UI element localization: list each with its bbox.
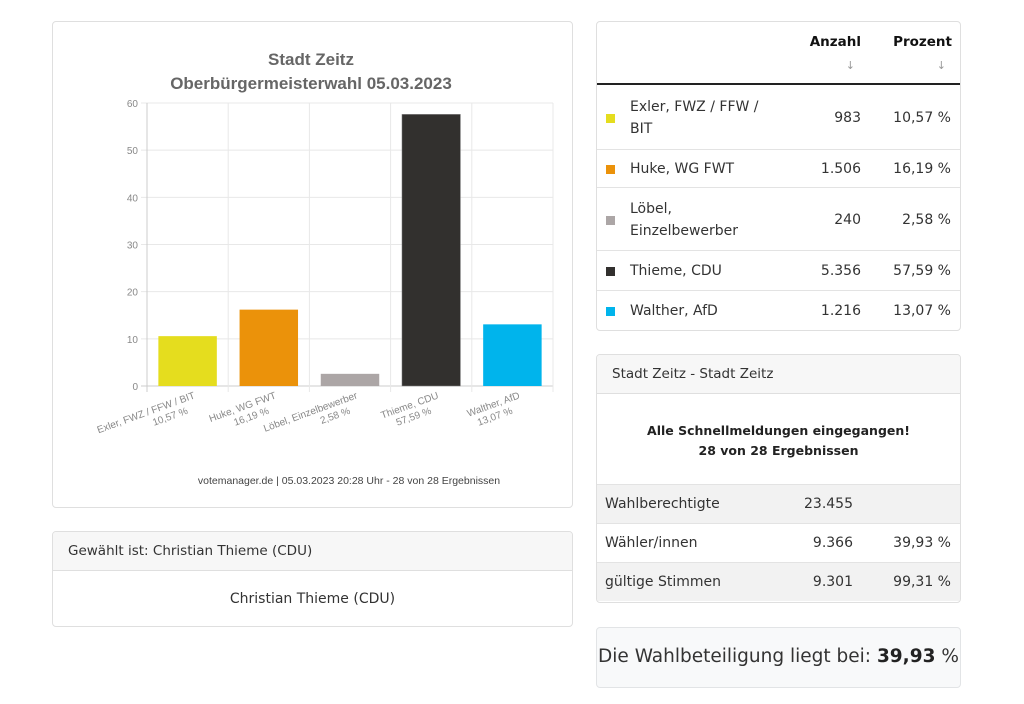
- y-tick-label: 50: [127, 146, 139, 157]
- candidate-percent: 10,57 %: [893, 109, 951, 126]
- candidate-count: 240: [834, 211, 861, 228]
- candidate-count: 983: [834, 109, 861, 126]
- candidate-count: 5.356: [820, 263, 861, 279]
- summary-percent: 99,31 %: [893, 574, 951, 590]
- candidate-count: 1.216: [820, 303, 861, 319]
- candidate-percent: 13,07 %: [893, 303, 951, 319]
- status-message: Alle Schnellmeldungen eingegangen! 28 vo…: [597, 394, 960, 484]
- summary-label: Wähler/innen: [605, 535, 698, 551]
- bar[interactable]: [320, 373, 380, 386]
- summary-row-eligible: Wahlberechtigte 23.455: [597, 484, 960, 523]
- bar[interactable]: [483, 324, 542, 386]
- status-message-line2: 28 von 28 Ergebnissen: [698, 443, 859, 458]
- color-swatch-icon: [606, 267, 615, 276]
- results-row: Huke, WG FWT 1.506 16,19 %: [597, 150, 960, 188]
- chart-card: Stadt Zeitz Oberbürgermeisterwahl 05.03.…: [52, 21, 573, 508]
- chart-footer: votemanager.de | 05.03.2023 20:28 Uhr - …: [198, 475, 500, 487]
- y-tick-label: 0: [132, 382, 138, 393]
- results-row: Löbel, Einzelbewerber 240 2,58 %: [597, 188, 960, 251]
- results-row: Walther, AfD 1.216 13,07 %: [597, 291, 960, 330]
- summary-row-voters: Wähler/innen 9.366 39,93 %: [597, 523, 960, 562]
- candidate-name: Exler, FWZ / FFW / BIT: [630, 98, 759, 137]
- candidate-name: Löbel, Einzelbewerber: [630, 200, 739, 239]
- candidate-name: Walther, AfD: [630, 303, 718, 319]
- color-swatch-icon: [606, 113, 615, 123]
- turnout-value: 39,93: [876, 646, 936, 667]
- column-header-count[interactable]: Anzahl: [809, 34, 861, 50]
- results-row: Thieme, CDU 5.356 57,59 %: [597, 251, 960, 291]
- candidate-name: Huke, WG FWT: [630, 161, 735, 177]
- column-header-percent[interactable]: Prozent: [893, 34, 952, 50]
- results-table: Anzahl ↓ Prozent ↓ Exler, FWZ / FFW / BI…: [596, 21, 961, 331]
- y-tick-label: 60: [127, 99, 139, 110]
- turnout-unit: %: [941, 646, 959, 667]
- bar-chart: Stadt Zeitz Oberbürgermeisterwahl 05.03.…: [96, 50, 554, 487]
- sort-arrow-icon[interactable]: ↓: [845, 59, 855, 72]
- elected-header: Gewählt ist: Christian Thieme (CDU): [53, 532, 572, 571]
- chart-title: Stadt Zeitz: [268, 50, 354, 69]
- status-message-line1: Alle Schnellmeldungen eingegangen!: [647, 423, 910, 438]
- summary-count: 9.301: [812, 574, 853, 590]
- bar[interactable]: [158, 336, 217, 386]
- results-row: Exler, FWZ / FFW / BIT 983 10,57 %: [597, 85, 960, 150]
- summary-header: Stadt Zeitz - Stadt Zeitz: [597, 355, 960, 394]
- chart-subtitle: Oberbürgermeisterwahl 05.03.2023: [170, 74, 452, 93]
- candidate-count: 1.506: [820, 161, 861, 177]
- candidate-name: Thieme, CDU: [630, 263, 722, 279]
- summary-card: Stadt Zeitz - Stadt Zeitz Alle Schnellme…: [596, 354, 961, 603]
- y-tick-label: 20: [127, 288, 139, 299]
- bar[interactable]: [239, 309, 299, 386]
- summary-count: 23.455: [804, 496, 853, 512]
- y-tick-label: 40: [127, 193, 139, 204]
- candidate-percent: 57,59 %: [893, 263, 951, 279]
- results-table-body: Exler, FWZ / FFW / BIT 983 10,57 % Huke, WG…: [597, 85, 960, 330]
- results-table-header: Anzahl ↓ Prozent ↓: [597, 22, 960, 85]
- y-tick-label: 10: [127, 335, 139, 346]
- candidate-percent: 16,19 %: [893, 161, 951, 177]
- summary-percent: 39,93 %: [893, 535, 951, 551]
- bar[interactable]: [401, 114, 461, 387]
- sort-arrow-icon[interactable]: ↓: [936, 59, 946, 72]
- summary-row-valid-votes: gültige Stimmen 9.301 99,31 %: [597, 562, 960, 601]
- elected-name: Christian Thieme (CDU): [229, 591, 396, 607]
- candidate-percent: 2,58 %: [902, 211, 951, 228]
- summary-count: 9.366: [812, 535, 853, 551]
- summary-label: Wahlberechtigte: [605, 496, 720, 512]
- y-tick-label: 30: [127, 241, 139, 252]
- color-swatch-icon: [606, 215, 615, 225]
- color-swatch-icon: [606, 307, 615, 316]
- turnout-box: Die Wahlbeteiligung liegt bei: 39,93 %: [596, 627, 961, 688]
- elected-card: Gewählt ist: Christian Thieme (CDU) Chri…: [52, 531, 573, 627]
- turnout-prefix: Die Wahlbeteiligung liegt bei:: [598, 646, 872, 667]
- summary-label: gültige Stimmen: [605, 574, 722, 590]
- color-swatch-icon: [606, 165, 615, 174]
